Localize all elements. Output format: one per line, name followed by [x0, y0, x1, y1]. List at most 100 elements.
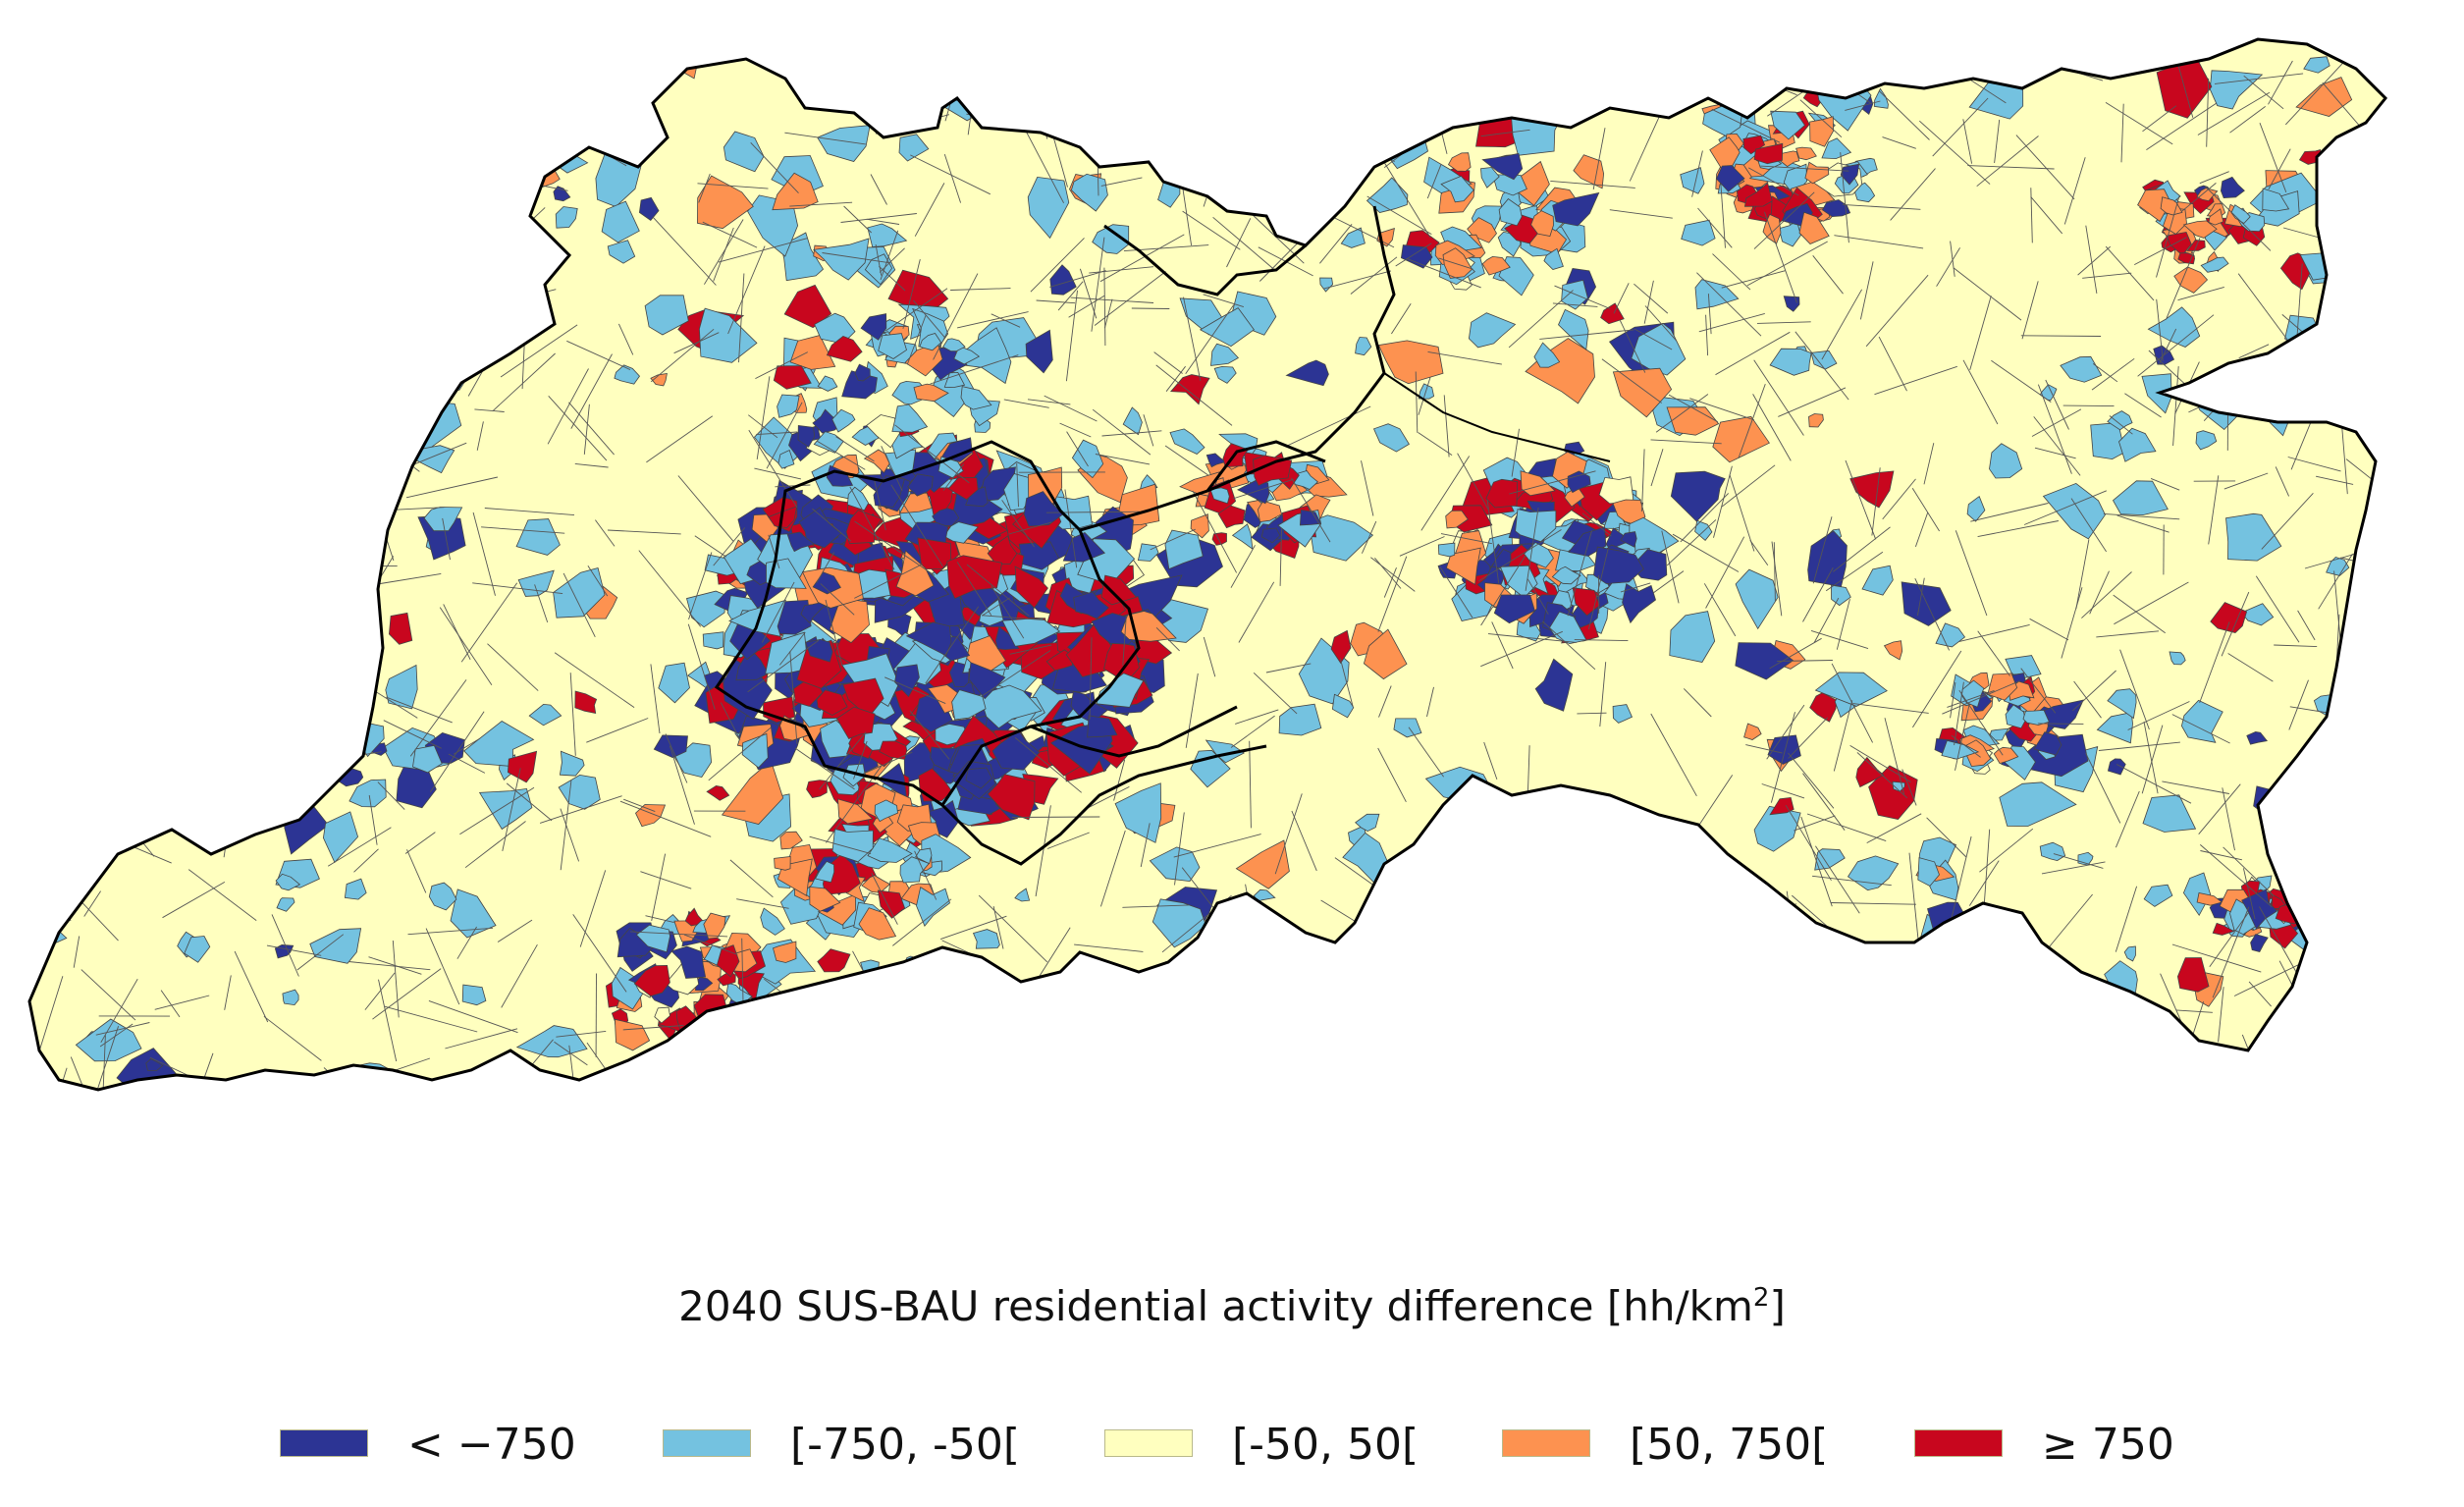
- area-patch: [204, 526, 221, 542]
- boundary-line: [60, 439, 129, 497]
- boundary-line: [2199, 171, 2229, 185]
- boundary-line: [607, 529, 681, 535]
- legend-swatch: [663, 1429, 751, 1457]
- area-patch: [1330, 629, 1352, 665]
- boundary-line: [1737, 71, 1797, 96]
- area-patch: [894, 664, 920, 698]
- area-patch: [1253, 888, 1276, 902]
- boundary-line: [2051, 1055, 2132, 1090]
- boundary-line: [1640, 897, 1676, 931]
- boundary-line: [50, 888, 72, 922]
- boundary-line: [1066, 431, 1089, 467]
- boundary-line: [1836, 599, 1850, 650]
- area-patch: [294, 698, 352, 742]
- boundary-line: [1601, 358, 1662, 404]
- boundary-line: [1291, 477, 1331, 543]
- boundary-line: [1958, 689, 2004, 756]
- boundary-line: [1902, 769, 1917, 806]
- boundary-line: [1068, 295, 1105, 318]
- area-patch: [1196, 1019, 1255, 1087]
- boundary-line: [982, 615, 1046, 621]
- boundary-line: [859, 751, 913, 777]
- boundary-line: [444, 308, 487, 320]
- boundary-line: [2116, 764, 2192, 804]
- boundary-line: [672, 1024, 767, 1057]
- area-patch: [841, 370, 878, 400]
- area-patch: [1988, 49, 2021, 87]
- boundary-line: [1977, 520, 2059, 538]
- boundary-line: [1878, 90, 1930, 140]
- area-patch: [1269, 972, 1299, 998]
- boundary-line: [271, 914, 299, 977]
- boundary-line: [1348, 926, 1362, 973]
- boundary-line: [1812, 516, 1833, 584]
- boundary-line: [2200, 844, 2273, 908]
- area-patch: [1493, 594, 1535, 624]
- area-patch: [1666, 406, 1720, 436]
- district-border-1: [1079, 205, 1396, 532]
- boundary-line: [1009, 81, 1081, 124]
- boundary-line: [791, 1068, 844, 1090]
- boundary-line: [1319, 224, 1353, 264]
- boundary-line: [1212, 216, 1274, 270]
- boundary-line: [1487, 633, 1577, 643]
- area-patch: [965, 767, 992, 789]
- area-patch: [1073, 591, 1109, 619]
- boundary-line: [392, 73, 478, 107]
- boundary-line: [2340, 1010, 2363, 1073]
- boundary-line: [313, 1078, 345, 1090]
- boundary-line: [822, 252, 890, 264]
- boundary-line: [1008, 521, 1052, 535]
- boundary-line: [1334, 857, 1375, 887]
- boundary-line: [320, 200, 327, 242]
- boundary-line: [91, 786, 153, 789]
- area-patch: [867, 223, 908, 247]
- area-patch: [877, 889, 906, 919]
- boundary-line: [1794, 331, 1849, 401]
- boundary-line: [430, 711, 485, 792]
- boundary-line: [2222, 787, 2235, 851]
- area-patch: [1620, 531, 1637, 548]
- boundary-line: [456, 926, 477, 959]
- boundary-line: [2124, 393, 2162, 418]
- boundary-line: [453, 737, 481, 755]
- boundary-line: [1185, 304, 1235, 374]
- boundary-line: [2029, 618, 2069, 641]
- boundary-line: [704, 219, 744, 285]
- area-patch: [1753, 142, 1784, 165]
- choropleth-map: [27, 37, 2388, 1092]
- boundary-line: [1773, 542, 1776, 602]
- area-patch: [2107, 688, 2137, 720]
- area-patch: [1849, 470, 1895, 509]
- boundary-line: [224, 650, 250, 691]
- area-patch: [1743, 723, 1762, 740]
- area-patch: [670, 945, 707, 979]
- area-patch: [1743, 182, 1773, 207]
- boundary-line: [1080, 115, 1142, 142]
- boundary-line: [1265, 663, 1312, 673]
- boundary-line: [459, 786, 535, 835]
- boundary-line: [450, 277, 520, 312]
- boundary-line: [1683, 688, 1712, 718]
- boundary-line: [91, 1026, 120, 1090]
- boundary-line: [906, 315, 927, 365]
- area-patch: [1285, 359, 1329, 387]
- area-patch: [1023, 491, 1064, 527]
- boundary-line: [2099, 1056, 2165, 1084]
- area-patch: [1331, 693, 1355, 719]
- boundary-line: [1926, 817, 1967, 858]
- boundary-line: [1426, 686, 1434, 718]
- area-patch: [829, 71, 872, 111]
- boundary-line: [843, 205, 873, 234]
- boundary-line: [837, 1050, 923, 1080]
- map-title-superscript: 2: [1752, 1283, 1770, 1313]
- boundary-line: [1098, 1013, 1103, 1073]
- boundary-line: [2364, 966, 2377, 1036]
- boundary-line: [2212, 906, 2250, 998]
- boundary-line: [1965, 1054, 2058, 1057]
- area-patch: [1278, 703, 1322, 736]
- boundary-line: [1721, 464, 1776, 508]
- boundary-line: [1364, 1046, 1406, 1054]
- area-patch: [1122, 406, 1143, 436]
- boundary-line: [1932, 97, 1989, 157]
